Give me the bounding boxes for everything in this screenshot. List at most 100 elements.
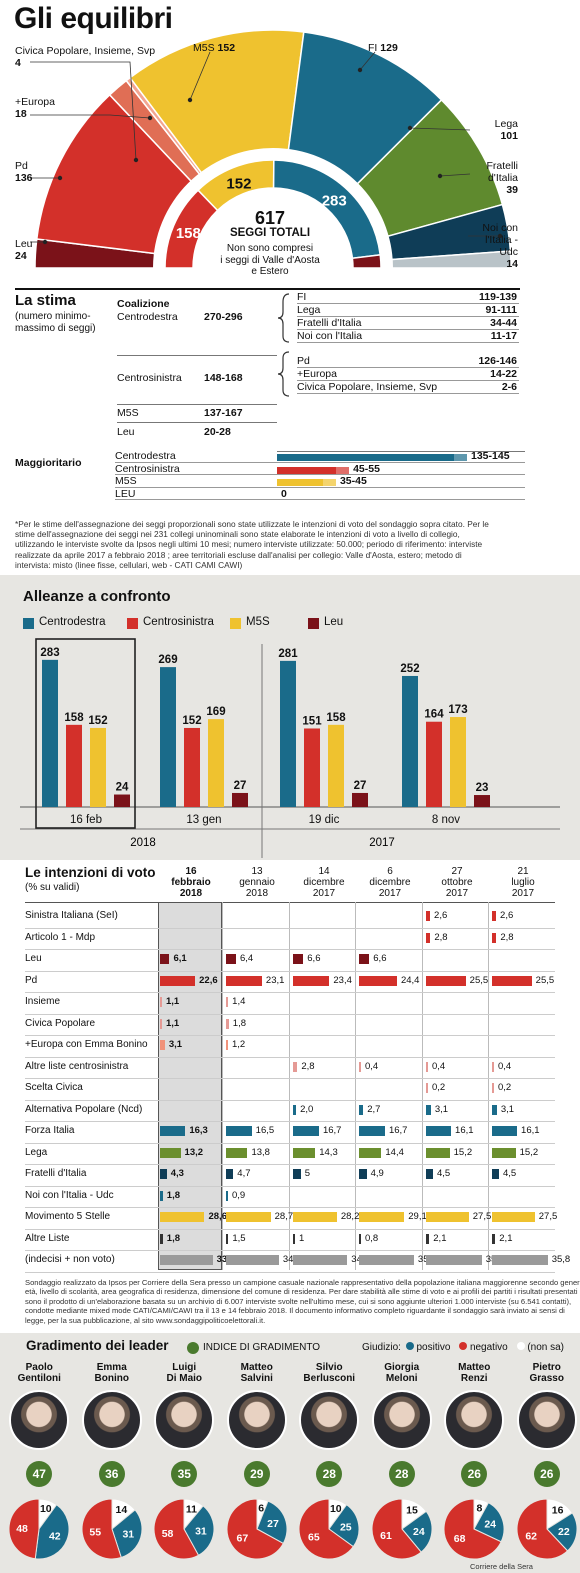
- maggioritario-title: Maggioritario: [15, 457, 82, 469]
- footnote: *Per le stime dell'assegnazione dei segg…: [15, 519, 527, 570]
- vote-bar: [226, 1169, 234, 1179]
- index-badge: 28: [388, 1461, 415, 1487]
- date-line: 2017: [378, 888, 402, 899]
- vote-bar: [426, 1104, 431, 1115]
- vote-bar: [426, 1255, 482, 1265]
- row-divider: [25, 1271, 555, 1273]
- date-line: 27: [451, 866, 463, 877]
- leaders-title: Gradimento dei leader: [26, 1338, 169, 1353]
- vote-bar: [492, 932, 497, 943]
- alleanze-title: Alleanze a confronto: [23, 588, 171, 605]
- leader-dot: [497, 233, 503, 239]
- coalition-range: 137-167: [204, 407, 243, 419]
- magg-bar: [277, 454, 454, 461]
- vote-value: 2,0: [300, 1103, 314, 1115]
- vote-value: 15,2: [453, 1146, 473, 1158]
- vote-value: 3,1: [500, 1103, 515, 1115]
- pie-value: 10: [330, 1503, 342, 1515]
- label-pd: Pd 136: [15, 160, 33, 184]
- vote-value: 35,8: [551, 1254, 571, 1265]
- vote-bar: [293, 1061, 298, 1072]
- vote-bar: [226, 1233, 229, 1244]
- pie-value: 27: [267, 1518, 279, 1530]
- leader-name: Silvio Berlusconi: [293, 1362, 365, 1384]
- index-badge: 28: [316, 1461, 343, 1487]
- row-divider: [25, 1164, 555, 1165]
- non-sa-icon: [516, 1342, 525, 1350]
- bar-value: 281: [278, 648, 298, 660]
- leader-name: Matteo Renzi: [438, 1362, 510, 1384]
- stima-title: La stima: [15, 292, 76, 309]
- vote-bar: [359, 1212, 405, 1222]
- leader-line: [30, 114, 151, 119]
- pie-value: 55: [89, 1527, 101, 1539]
- party-row: Noi con l'Italia 11-17: [297, 330, 519, 343]
- source-credit: Corriere della Sera: [470, 1562, 533, 1571]
- pie-slice: [401, 1510, 433, 1553]
- pie-value: 58: [162, 1528, 174, 1540]
- bar-centrosinistra: [304, 728, 320, 807]
- vote-bar: [359, 1147, 382, 1158]
- row-label: +Europa con Emma Bonino: [25, 1039, 148, 1050]
- vote-bar: [492, 1104, 497, 1115]
- positivo-icon: [405, 1342, 414, 1350]
- bar-value: 23: [476, 782, 489, 794]
- divider: [115, 461, 525, 463]
- column-line: [422, 902, 423, 1270]
- leader-name-line: Meloni: [385, 1373, 418, 1384]
- vote-value: 4,9: [370, 1168, 384, 1179]
- magg-bar-range: [322, 479, 336, 486]
- vote-bar: [226, 1126, 252, 1136]
- bar-value: 152: [182, 715, 201, 727]
- vote-value: 2,8: [301, 1060, 315, 1072]
- column-line: [355, 902, 356, 1270]
- date-header: 14 dicembre 2017: [287, 866, 361, 899]
- row-divider: [25, 1228, 555, 1230]
- vote-bar: [226, 975, 262, 986]
- vote-value: 1,8: [166, 1189, 181, 1201]
- row-divider: [25, 927, 555, 929]
- pie-value: 31: [195, 1526, 207, 1538]
- legend-swatch: [308, 618, 319, 629]
- bar-leu: [232, 792, 248, 807]
- note-line: Sondaggio realizzato da Ipsos per Corrie…: [25, 1278, 580, 1287]
- coalition-name: Centrosinistra: [117, 372, 182, 384]
- vote-bar: [160, 997, 162, 1007]
- pie-slice: [153, 1498, 200, 1560]
- vote-value: 1,5: [232, 1232, 246, 1244]
- bar-centrodestra: [42, 659, 58, 807]
- leader-dot: [57, 175, 63, 181]
- bar-centrosinistra: [66, 724, 82, 807]
- vote-bar: [160, 1233, 163, 1244]
- leader-name-line: Di Maio: [166, 1373, 203, 1384]
- row-divider: [25, 1099, 555, 1101]
- giudizio-pie: 10 42 48: [8, 1498, 70, 1560]
- note-line: stime dell'assegnazione dei seggi nei 23…: [15, 529, 460, 540]
- row-label: Insieme: [25, 996, 61, 1007]
- vote-bar: [359, 1126, 385, 1136]
- pie-slice: [34, 1504, 70, 1560]
- magg-value: 135-145: [471, 450, 510, 462]
- pie-value: 65: [308, 1532, 320, 1544]
- vote-bar: [160, 1018, 162, 1029]
- stima-subtitle: (numero minimo-massimo di seggi): [15, 311, 96, 334]
- leader-dot: [133, 157, 139, 163]
- vote-bar: [426, 1061, 428, 1072]
- divider: [15, 288, 520, 290]
- vote-bar: [226, 997, 229, 1007]
- pie-value: 62: [525, 1530, 537, 1542]
- pie-value: 42: [49, 1530, 61, 1542]
- vote-bar: [293, 954, 304, 964]
- party-range: 34-44: [490, 317, 517, 329]
- vote-bar: [492, 1169, 499, 1179]
- magg-bar-range: [335, 466, 350, 474]
- vote-value: 27,5: [472, 1211, 492, 1222]
- row-divider: [25, 992, 555, 993]
- vote-bar: [359, 1233, 361, 1244]
- pie-value: 15: [406, 1504, 418, 1516]
- vote-bar: [160, 1169, 167, 1179]
- leader-name: Luigi Di Maio: [148, 1362, 220, 1384]
- bar-value: 158: [326, 712, 346, 724]
- giudizio-pie: 11 31 58: [153, 1498, 215, 1560]
- pie-slice: [545, 1512, 578, 1552]
